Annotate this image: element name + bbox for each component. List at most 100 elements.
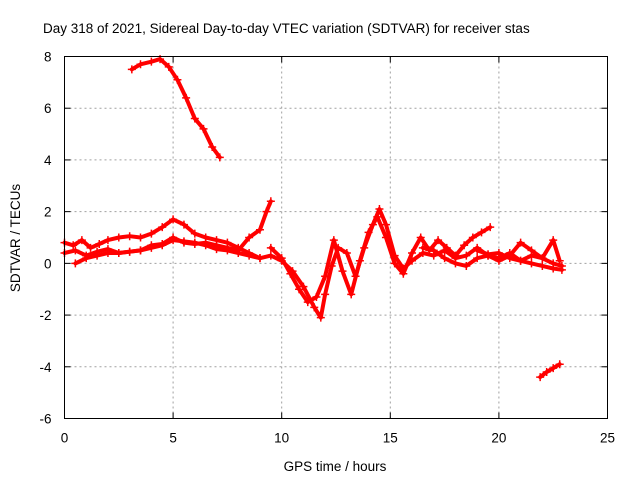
data-point	[505, 254, 514, 263]
y-tick-label: -4	[39, 360, 51, 375]
data-point	[516, 238, 525, 247]
data-point	[190, 238, 199, 247]
data-point	[312, 292, 321, 301]
data-point	[95, 239, 104, 248]
data-point	[375, 205, 384, 214]
axes: 0 5 10 15 20 25 -6 -4 -2 0 2 4 6 8	[39, 50, 615, 446]
data-point	[429, 246, 438, 255]
data-point	[201, 241, 210, 250]
data-point	[147, 57, 156, 66]
data-point	[295, 285, 304, 294]
data-point	[223, 246, 232, 255]
data-point	[114, 249, 123, 258]
data-point	[538, 254, 547, 263]
data-point	[399, 269, 408, 278]
data-point	[286, 269, 295, 278]
data-point	[147, 229, 156, 238]
data-point	[527, 246, 536, 255]
data-point	[169, 236, 178, 245]
data-point	[473, 254, 482, 263]
data-point	[169, 215, 178, 224]
x-tick-label: 10	[274, 431, 289, 446]
data-point	[355, 256, 364, 265]
series-line	[538, 362, 562, 380]
series-line	[73, 207, 564, 320]
data-point	[147, 243, 156, 252]
data-point	[277, 254, 286, 263]
data-point	[381, 220, 390, 229]
data-point	[299, 282, 308, 291]
data-point	[557, 265, 566, 274]
x-tick-label: 15	[383, 431, 398, 446]
data-point	[442, 243, 451, 252]
data-point	[93, 251, 102, 260]
data-point	[77, 236, 86, 245]
y-tick-label: 0	[44, 256, 52, 271]
data-point	[136, 233, 145, 242]
data-point	[321, 272, 330, 281]
data-point	[103, 236, 112, 245]
data-point	[179, 237, 188, 246]
series-line	[420, 238, 562, 268]
plot-frame	[64, 56, 608, 419]
data-point	[549, 264, 558, 273]
data-point	[536, 373, 545, 382]
data-point	[486, 223, 495, 232]
data-point	[125, 247, 134, 256]
data-point	[190, 229, 199, 238]
data-point	[158, 223, 167, 232]
data-point	[538, 261, 547, 270]
data-point	[416, 233, 425, 242]
data-point	[71, 259, 80, 268]
data-point	[199, 124, 208, 133]
y-tick-label: 6	[44, 101, 52, 116]
data-point	[418, 243, 427, 252]
data-point	[212, 245, 221, 254]
data-point	[555, 256, 564, 265]
data-point	[303, 298, 312, 307]
data-point	[316, 313, 325, 322]
series-track-d	[266, 212, 495, 307]
x-axis-label: GPS time / hours	[284, 459, 387, 474]
data-point	[103, 249, 112, 258]
series-track-e	[418, 236, 564, 270]
data-point	[494, 256, 503, 265]
data-point	[86, 243, 95, 252]
data-point	[266, 197, 275, 206]
y-axis-label: SDTVAR / TECUs	[8, 184, 23, 293]
data-point	[114, 233, 123, 242]
data-point	[208, 143, 217, 151]
data-point	[329, 236, 338, 245]
data-point	[321, 290, 330, 299]
data-point	[234, 249, 243, 258]
x-tick-label: 0	[61, 431, 69, 446]
data-point	[373, 212, 382, 221]
data-point	[555, 360, 564, 369]
x-tick-label: 25	[600, 431, 615, 446]
data-point	[527, 259, 536, 268]
data-point	[255, 225, 264, 234]
data-point	[408, 249, 417, 258]
data-point	[364, 228, 373, 237]
data-point	[69, 241, 78, 250]
data-point	[164, 62, 173, 71]
data-point	[158, 241, 167, 250]
data-point	[245, 233, 254, 242]
data-point	[173, 75, 182, 84]
data-point	[477, 228, 486, 237]
data-point	[179, 220, 188, 229]
data-point	[390, 259, 399, 268]
x-tick-label: 5	[169, 431, 177, 446]
data-point	[451, 259, 460, 268]
data-point	[262, 207, 271, 216]
data-point	[549, 236, 558, 245]
data-point	[190, 114, 199, 123]
data-point	[266, 243, 275, 252]
data-point	[462, 261, 471, 270]
data-point	[215, 153, 224, 162]
series-track-f	[473, 246, 566, 274]
data-point	[127, 65, 136, 74]
y-tick-label: 2	[44, 205, 52, 220]
data-point	[266, 251, 275, 260]
y-tick-label: -2	[39, 308, 51, 323]
